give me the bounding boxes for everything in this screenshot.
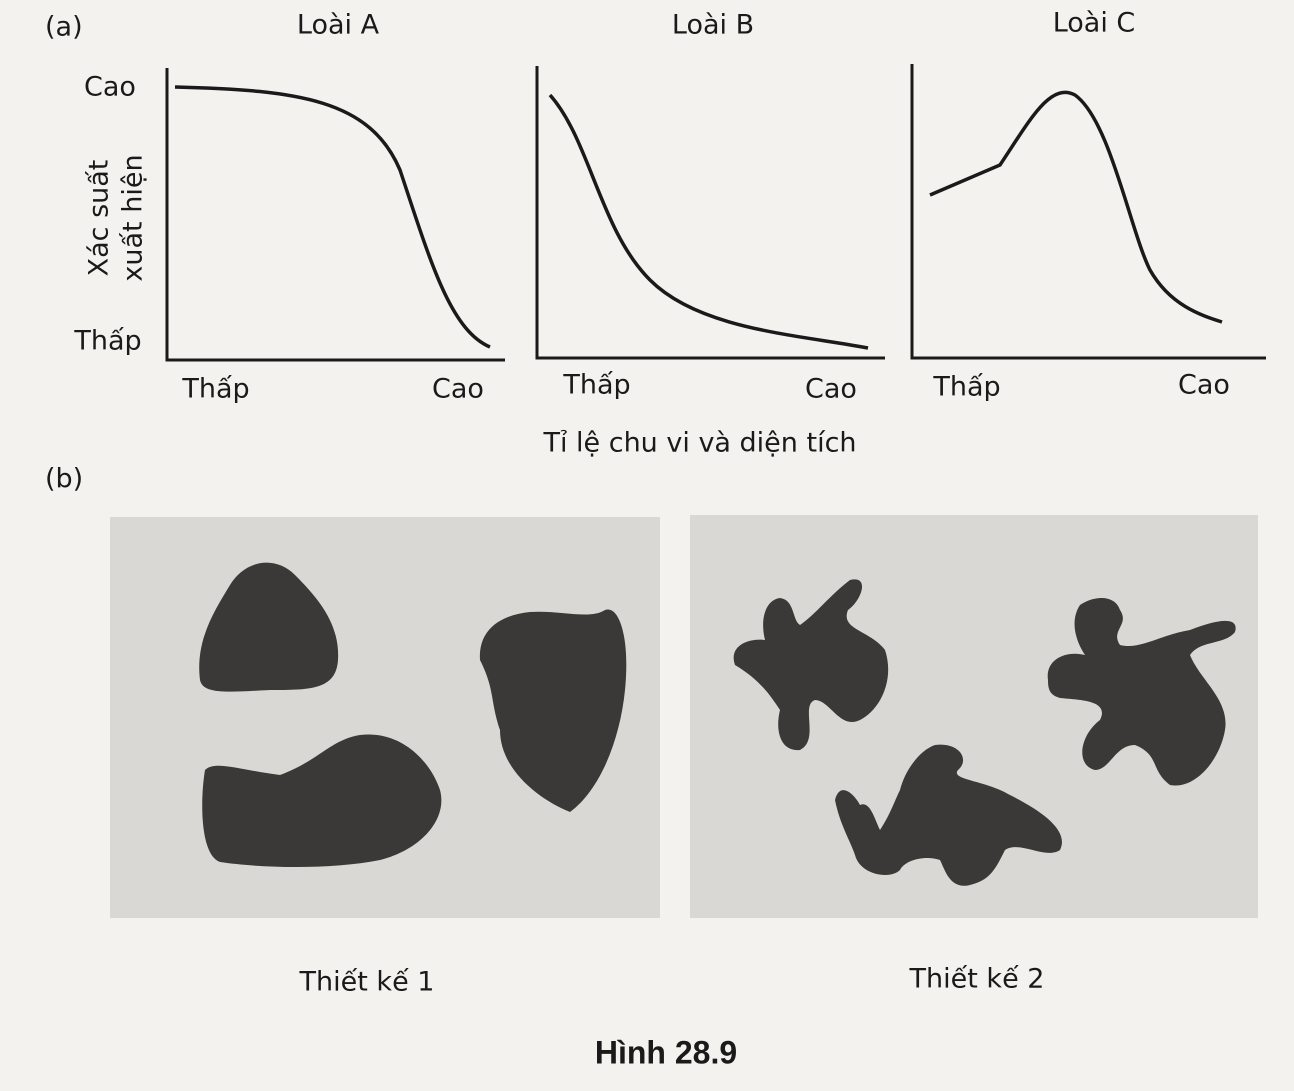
- design-label: Thiết kế 2: [909, 964, 1045, 995]
- design-1-patches: [199, 562, 627, 867]
- x-axis-title: Tỉ lệ chu vi và diện tích: [542, 428, 856, 459]
- shape: [733, 579, 889, 751]
- chart-title: Loài B: [672, 10, 754, 41]
- shape: [1047, 598, 1236, 786]
- panel-label: (a): [45, 12, 83, 43]
- curve: [929, 90, 1223, 324]
- x-high-label: Cao: [432, 374, 484, 405]
- x-low-label: Thấp: [181, 374, 249, 405]
- axis: [910, 64, 1266, 360]
- shape: [479, 609, 627, 812]
- figure-caption: Hình 28.9: [595, 1034, 737, 1070]
- panel-label: (b): [45, 464, 83, 495]
- x-low-label: Thấp: [562, 370, 630, 401]
- y-axis-title: Xác suất: [84, 160, 115, 277]
- y-axis-title: xuất hiện: [118, 154, 149, 281]
- curve: [174, 85, 491, 349]
- chart-title: Loài C: [1053, 8, 1136, 39]
- shape: [199, 562, 339, 692]
- axis: [535, 66, 885, 360]
- axis: [165, 68, 505, 362]
- design-label: Thiết kế 1: [299, 967, 435, 998]
- x-high-label: Cao: [805, 374, 857, 405]
- y-low-label: Thấp: [73, 326, 141, 357]
- x-low-label: Thấp: [932, 372, 1000, 403]
- curve: [548, 93, 869, 350]
- y-high-label: Cao: [84, 72, 136, 103]
- shape: [835, 744, 1062, 886]
- chart-title: Loài A: [297, 10, 380, 41]
- x-high-label: Cao: [1178, 370, 1230, 401]
- shape: [202, 734, 442, 867]
- design-2-patches: [733, 579, 1236, 886]
